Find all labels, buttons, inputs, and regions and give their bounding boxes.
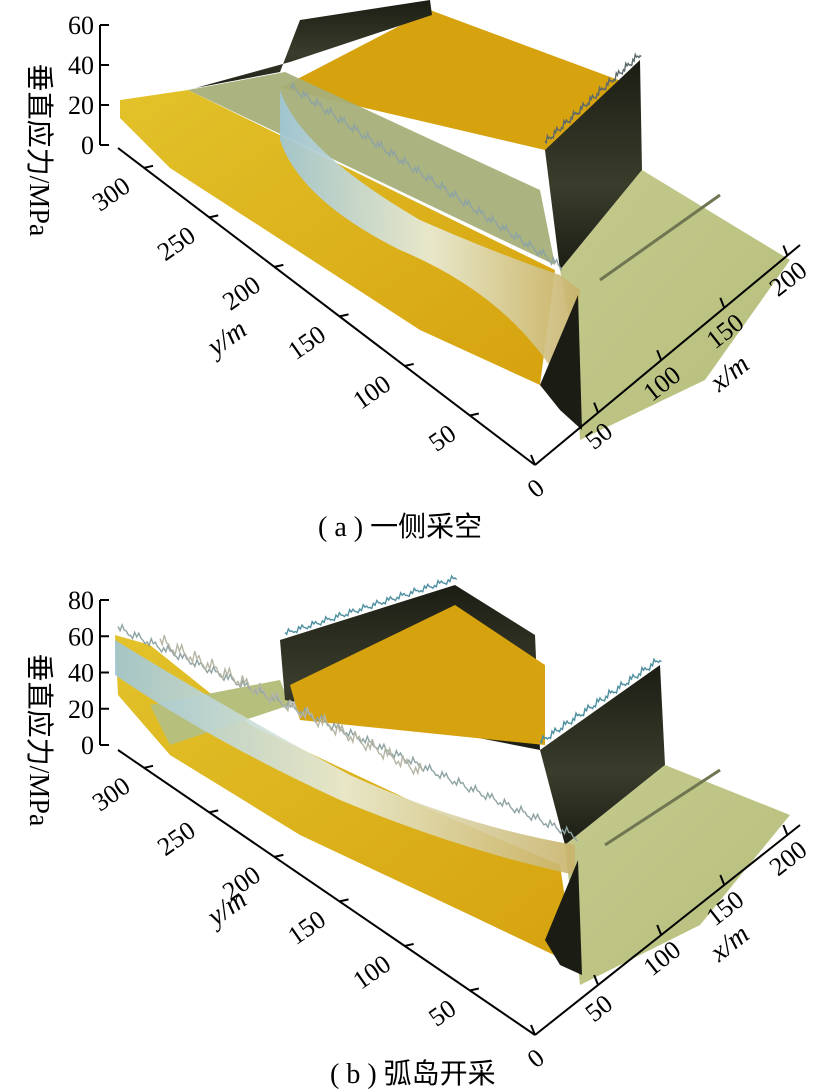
z-tick-label: 60 [68, 622, 94, 651]
caption-b: ( b ) 弧岛开采 [330, 1059, 496, 1090]
z-tick-label: 40 [68, 659, 94, 688]
far-field-surface [280, 10, 640, 150]
chart-b-svg: 020406080垂直应力/MPa50100150200250300y/m050… [23, 574, 813, 1074]
right-abutment-spikes [539, 657, 662, 745]
back-abutment-wall [188, 0, 432, 90]
y-tick [339, 313, 349, 318]
x-axis-line [534, 824, 801, 1036]
x-tick [656, 924, 663, 936]
right-abutment-wall [545, 60, 642, 270]
x-tick [656, 349, 663, 361]
left-abutment-spikes [159, 635, 423, 776]
y-axis-line [117, 147, 536, 466]
front-abutment-ridge [115, 640, 575, 875]
y-axis-line [117, 749, 536, 1036]
back-abutment-spikes [284, 574, 458, 636]
ridge-line [599, 193, 721, 282]
y-tick-label: 50 [423, 419, 461, 458]
y-tick [339, 898, 349, 903]
ridge-line [604, 768, 721, 847]
y-tick-label: 250 [152, 816, 201, 862]
y-tick-label: 200 [217, 270, 266, 316]
front-side-face [545, 860, 582, 975]
right-base-surface [565, 765, 790, 985]
x-tick [782, 245, 789, 256]
z-tick-label: 80 [68, 586, 94, 615]
z-tick-label: 40 [68, 51, 94, 80]
plateau-surface [120, 90, 555, 385]
z-axis-title: 垂直应力/MPa [23, 64, 55, 237]
x-tick-label: 0 [522, 473, 550, 504]
x-axis-line [534, 244, 801, 466]
x-tick [782, 824, 789, 836]
y-tick-label: 150 [282, 320, 331, 366]
z-tick-label: 60 [68, 11, 94, 40]
y-tick [209, 809, 219, 814]
y-tick [404, 942, 414, 947]
y-tick-label: 300 [87, 771, 136, 817]
x-tick [530, 454, 536, 466]
x-axis-title: x/m [704, 919, 756, 969]
y-tick-label: 150 [282, 905, 331, 951]
z-tick-label: 20 [68, 695, 94, 724]
x-tick-label: 200 [764, 835, 813, 882]
surface-b [115, 574, 790, 985]
x-tick [530, 1024, 536, 1036]
y-tick [274, 853, 284, 858]
y-tick-label: 100 [348, 949, 397, 995]
x-tick [593, 402, 600, 413]
front-abutment-spikes [289, 80, 563, 272]
y-tick [469, 987, 480, 992]
caption-a: ( a ) 一侧采空 [318, 512, 483, 543]
y-tick-label: 50 [423, 994, 461, 1033]
chart-panel-b: 0 20 40 60 80 垂直应力/MPa 50 100 150 200 250 300 y/m 0 50… [0, 545, 834, 1091]
chart-a-svg: 0204060垂直应力/MPa50100150200250300y/m05010… [23, 0, 812, 504]
y-axis-title: y/m [199, 314, 252, 364]
y-tick [274, 263, 284, 268]
z-tick-label: 20 [68, 91, 94, 120]
right-abutment-spikes [544, 52, 642, 145]
y-tick-label: 100 [348, 369, 397, 415]
z-axis-title: 垂直应力/MPa [23, 654, 55, 827]
front-side-face [540, 295, 582, 430]
right-abutment-wall [540, 665, 665, 845]
x-tick-label: 0 [522, 1043, 550, 1074]
y-tick [469, 412, 480, 417]
right-base-surface [560, 170, 790, 440]
interior-surface [290, 605, 545, 745]
goaf-floor [188, 72, 555, 265]
z-tick-label: 0 [81, 731, 94, 760]
z-tick-label: 0 [81, 131, 94, 160]
surface-a [120, 0, 790, 440]
front-abutment-spikes [117, 622, 578, 842]
y-tick-label: 250 [152, 221, 201, 267]
y-tick [209, 214, 219, 219]
x-tick [719, 297, 726, 309]
x-tick [593, 974, 600, 986]
y-tick [404, 362, 414, 367]
y-tick-label: 300 [87, 171, 136, 217]
x-tick [719, 874, 726, 886]
y-tick [143, 764, 154, 769]
y-tick [143, 164, 154, 169]
front-abutment-ridge [280, 90, 580, 400]
chart-panel-a: 0 20 40 60 垂直应力/MPa 50 100 150 200 250 300 y/m 0 50 10… [0, 0, 834, 545]
